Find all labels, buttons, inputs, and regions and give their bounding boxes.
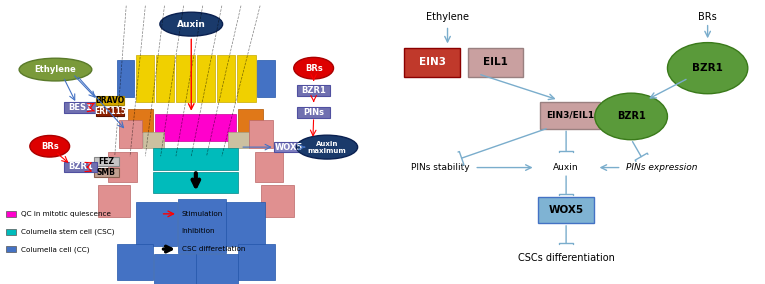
FancyBboxPatch shape [257, 60, 275, 97]
Ellipse shape [160, 12, 223, 36]
Ellipse shape [667, 43, 747, 94]
Text: Auxin
maximum: Auxin maximum [308, 141, 347, 154]
FancyBboxPatch shape [217, 55, 236, 102]
FancyBboxPatch shape [108, 152, 136, 182]
Text: BRAVO: BRAVO [96, 96, 125, 105]
Ellipse shape [30, 135, 70, 157]
Text: EIN3/EIL1: EIN3/EIL1 [546, 110, 594, 120]
FancyBboxPatch shape [5, 229, 17, 235]
Text: QC in mitotic quiescence: QC in mitotic quiescence [21, 211, 111, 217]
FancyBboxPatch shape [249, 120, 272, 148]
Text: Ethylene: Ethylene [34, 65, 76, 74]
FancyBboxPatch shape [153, 148, 239, 170]
Text: BRs: BRs [41, 142, 59, 151]
Text: Inhibition: Inhibition [182, 228, 215, 235]
Ellipse shape [595, 93, 667, 140]
FancyBboxPatch shape [136, 202, 177, 246]
Text: BZR1: BZR1 [68, 162, 93, 172]
FancyBboxPatch shape [5, 211, 17, 217]
FancyBboxPatch shape [142, 132, 164, 148]
FancyBboxPatch shape [5, 246, 17, 252]
FancyBboxPatch shape [97, 185, 130, 217]
Text: BZR1: BZR1 [301, 86, 326, 95]
Text: Columella stem cell (CSC): Columella stem cell (CSC) [21, 228, 115, 235]
FancyBboxPatch shape [237, 55, 256, 102]
FancyBboxPatch shape [94, 157, 119, 166]
FancyBboxPatch shape [255, 152, 283, 182]
FancyBboxPatch shape [540, 102, 600, 128]
FancyBboxPatch shape [156, 55, 174, 102]
Text: CSCs differentiation: CSCs differentiation [518, 253, 614, 264]
Text: SMB: SMB [97, 168, 116, 177]
FancyBboxPatch shape [136, 55, 154, 102]
Ellipse shape [294, 57, 334, 79]
FancyBboxPatch shape [196, 254, 239, 284]
FancyBboxPatch shape [129, 109, 153, 132]
FancyBboxPatch shape [274, 142, 304, 152]
Text: Stimulation: Stimulation [182, 211, 223, 217]
Text: Auxin: Auxin [553, 163, 579, 172]
FancyBboxPatch shape [405, 47, 460, 77]
FancyBboxPatch shape [298, 107, 330, 118]
FancyBboxPatch shape [94, 168, 119, 177]
Text: CSC differetiation: CSC differetiation [182, 246, 245, 252]
Text: Auxin: Auxin [177, 20, 206, 29]
FancyBboxPatch shape [153, 172, 239, 193]
FancyBboxPatch shape [239, 244, 275, 280]
FancyBboxPatch shape [119, 120, 142, 148]
FancyBboxPatch shape [226, 202, 265, 246]
Text: BES1: BES1 [68, 103, 93, 112]
FancyBboxPatch shape [116, 244, 153, 280]
FancyBboxPatch shape [64, 102, 96, 113]
Text: PINs: PINs [303, 108, 324, 117]
Ellipse shape [19, 58, 92, 81]
FancyBboxPatch shape [176, 55, 194, 102]
FancyBboxPatch shape [154, 254, 196, 284]
FancyBboxPatch shape [239, 109, 263, 132]
Text: BRs: BRs [698, 12, 717, 22]
FancyBboxPatch shape [64, 162, 96, 172]
Text: Columella cell (CC): Columella cell (CC) [21, 246, 90, 252]
FancyBboxPatch shape [467, 47, 523, 77]
FancyBboxPatch shape [96, 107, 124, 116]
FancyBboxPatch shape [96, 96, 124, 105]
FancyBboxPatch shape [539, 197, 594, 223]
FancyBboxPatch shape [177, 199, 226, 253]
FancyBboxPatch shape [116, 60, 135, 97]
Text: WOX5: WOX5 [275, 143, 303, 152]
Text: BRs: BRs [304, 64, 323, 73]
FancyBboxPatch shape [197, 55, 215, 102]
FancyBboxPatch shape [228, 132, 249, 148]
Text: FEZ: FEZ [98, 157, 115, 166]
FancyBboxPatch shape [298, 85, 330, 96]
FancyBboxPatch shape [261, 185, 294, 217]
Text: EIN3: EIN3 [418, 57, 446, 68]
Text: Ethylene: Ethylene [426, 12, 469, 22]
Text: BZR1: BZR1 [692, 63, 723, 73]
Text: EIL1: EIL1 [483, 57, 508, 68]
Text: WOX5: WOX5 [549, 205, 584, 215]
Ellipse shape [296, 135, 358, 159]
Text: BZR1: BZR1 [617, 111, 646, 122]
Text: ERF115: ERF115 [94, 107, 126, 116]
Text: PINs expression: PINs expression [626, 163, 698, 172]
Text: PINs stability: PINs stability [411, 163, 469, 172]
FancyBboxPatch shape [155, 114, 236, 141]
